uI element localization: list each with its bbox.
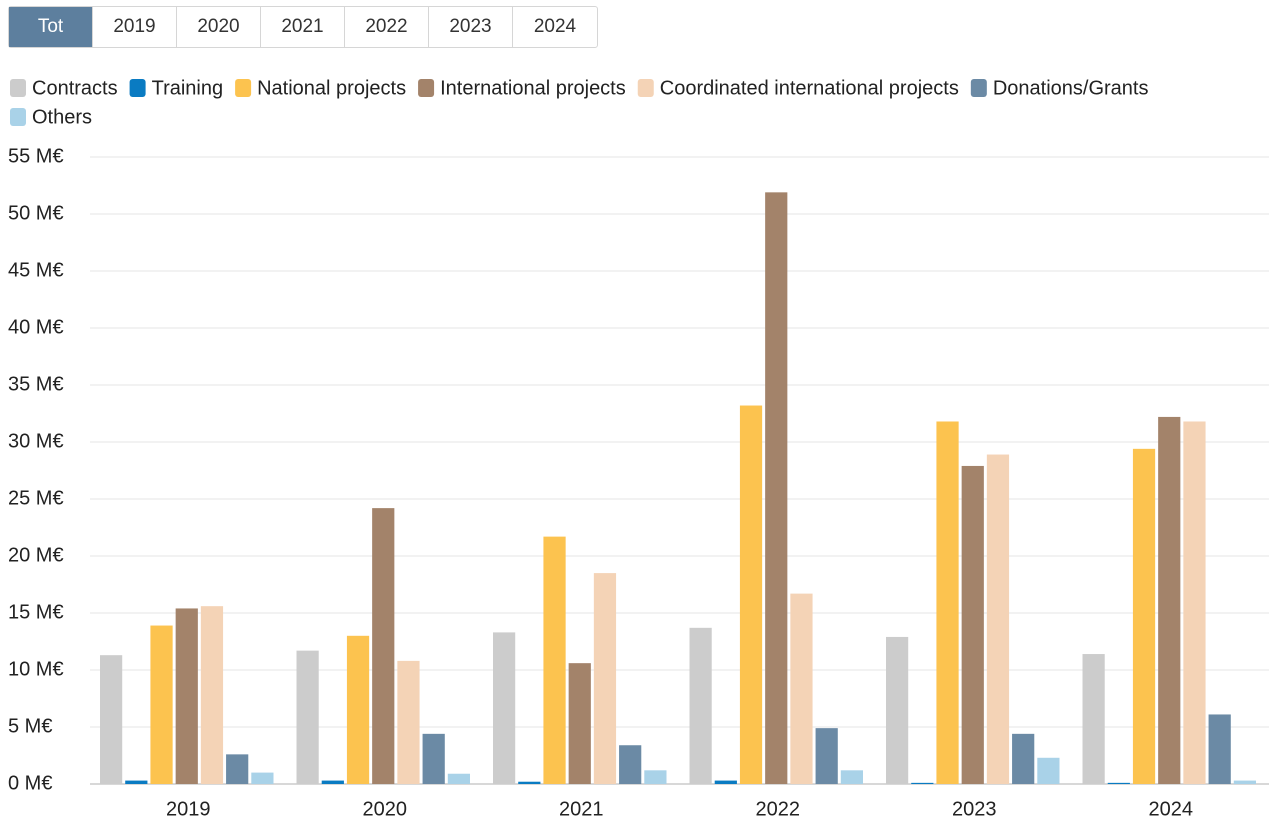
legend-label: Training — [152, 77, 224, 99]
bar — [936, 421, 959, 784]
bar — [543, 536, 566, 784]
legend-label: Contracts — [32, 77, 118, 99]
bar — [714, 780, 737, 784]
bar — [689, 627, 712, 784]
bar — [1012, 733, 1035, 784]
bar — [175, 608, 198, 784]
y-tick-label: 55 M€ — [8, 145, 64, 167]
x-tick-label: 2021 — [559, 798, 604, 820]
legend-swatch — [637, 79, 654, 97]
legend-swatch — [970, 79, 987, 97]
y-tick-label: 35 M€ — [8, 373, 64, 395]
y-tick-label: 0 M€ — [8, 772, 52, 794]
legend-label: Coordinated international projects — [660, 77, 959, 99]
y-tick-label: 15 M€ — [8, 601, 64, 623]
x-tick-label: 2022 — [756, 798, 801, 820]
legend-swatch — [10, 108, 26, 126]
tab[interactable]: 2021 — [261, 7, 345, 47]
bar — [840, 770, 863, 784]
y-tick-label: 25 M€ — [8, 487, 64, 509]
y-tick-label: 45 M€ — [8, 259, 64, 281]
bar — [397, 660, 420, 784]
x-tick-label: 2020 — [363, 798, 408, 820]
bar — [1183, 421, 1206, 784]
y-tick-label: 20 M€ — [8, 544, 64, 566]
y-tick-label: 5 M€ — [8, 715, 52, 737]
bar — [518, 781, 541, 784]
y-tick-label: 50 M€ — [8, 202, 64, 224]
bar — [346, 635, 370, 784]
bar — [619, 745, 642, 784]
legend-label: International projects — [440, 77, 626, 99]
bar — [125, 780, 148, 784]
tab[interactable]: 2023 — [429, 7, 513, 47]
legend-swatch — [129, 79, 146, 97]
legend-label: National projects — [257, 77, 406, 99]
legend-swatch — [235, 79, 252, 97]
x-tick-label: 2023 — [952, 798, 997, 820]
bar — [815, 728, 838, 784]
bar — [986, 454, 1010, 784]
bar — [739, 405, 763, 784]
bar — [100, 655, 123, 784]
legend-label: Others — [32, 106, 92, 128]
tab[interactable]: 2019 — [93, 7, 177, 47]
bar — [200, 606, 224, 784]
bar — [226, 754, 249, 784]
y-tick-label: 40 M€ — [8, 316, 64, 338]
bar — [886, 636, 909, 784]
bar — [1037, 757, 1060, 784]
bar — [1107, 782, 1130, 784]
tab[interactable]: 2022 — [345, 7, 429, 47]
bar — [447, 773, 470, 784]
tab[interactable]: Tot — [9, 7, 93, 47]
bar — [1208, 714, 1231, 784]
bar — [644, 770, 667, 784]
tab-bar: Tot 2019 2020 2021 2022 2023 2024 — [8, 6, 598, 48]
bar — [372, 508, 395, 784]
y-tick-label: 30 M€ — [8, 430, 64, 452]
bar — [911, 782, 934, 784]
bar — [321, 780, 344, 784]
bar — [1233, 780, 1256, 784]
bar — [296, 650, 319, 784]
bar — [251, 772, 274, 784]
bar — [422, 733, 445, 784]
bar — [593, 573, 617, 784]
bar — [150, 625, 173, 784]
bar — [1082, 654, 1105, 784]
legend-swatch — [418, 79, 435, 97]
bar — [765, 192, 788, 785]
bar — [493, 632, 516, 784]
tab[interactable]: 2024 — [533, 16, 577, 37]
tab[interactable]: 2020 — [177, 7, 261, 47]
legend-label: Donations/Grants — [993, 77, 1149, 99]
bar — [961, 465, 984, 784]
x-tick-label: 2019 — [166, 798, 211, 820]
bar — [568, 663, 591, 784]
bar — [790, 593, 813, 784]
bar — [1158, 416, 1181, 784]
y-tick-label: 10 M€ — [8, 658, 64, 680]
legend-swatch — [10, 79, 26, 97]
bar — [1132, 448, 1156, 784]
x-tick-label: 2024 — [1149, 798, 1194, 820]
